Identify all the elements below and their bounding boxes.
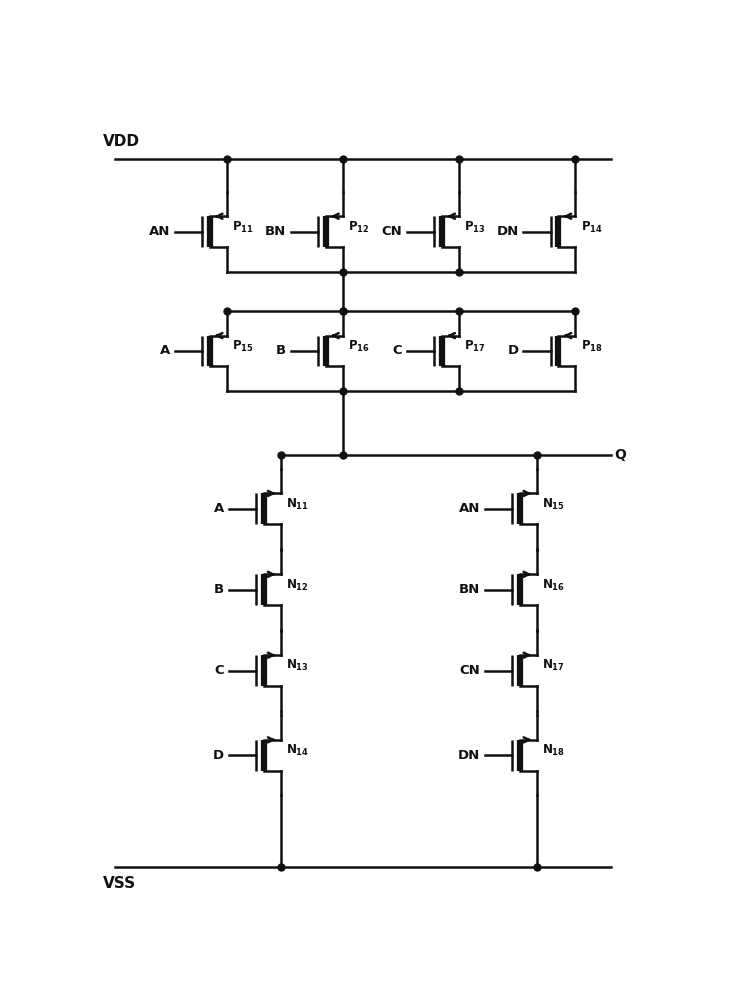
Text: $\mathbf{N_{18}}$: $\mathbf{N_{18}}$ [542,743,565,758]
Text: BN: BN [459,583,480,596]
Text: $\mathbf{P_{17}}$: $\mathbf{P_{17}}$ [465,339,486,354]
Text: $\mathbf{P_{18}}$: $\mathbf{P_{18}}$ [580,339,603,354]
Text: $\mathbf{P_{16}}$: $\mathbf{P_{16}}$ [348,339,370,354]
Text: $\mathbf{P_{11}}$: $\mathbf{P_{11}}$ [232,219,254,235]
Text: A: A [214,502,225,515]
Text: $\mathbf{N_{16}}$: $\mathbf{N_{16}}$ [542,578,565,593]
Text: C: C [215,664,225,677]
Text: $\mathbf{P_{13}}$: $\mathbf{P_{13}}$ [465,219,486,235]
Text: A: A [160,344,170,358]
Text: Q: Q [614,448,626,462]
Text: CN: CN [460,664,480,677]
Text: VSS: VSS [102,876,136,891]
Text: BN: BN [265,225,286,238]
Text: $\mathbf{N_{17}}$: $\mathbf{N_{17}}$ [542,658,565,673]
Text: $\mathbf{N_{14}}$: $\mathbf{N_{14}}$ [286,743,310,758]
Text: CN: CN [382,225,403,238]
Text: D: D [507,344,518,358]
Text: $\mathbf{N_{15}}$: $\mathbf{N_{15}}$ [542,497,565,512]
Text: D: D [213,749,225,762]
Text: AN: AN [459,502,480,515]
Text: B: B [214,583,225,596]
Text: C: C [393,344,403,358]
Text: B: B [276,344,286,358]
Text: $\mathbf{N_{11}}$: $\mathbf{N_{11}}$ [286,497,309,512]
Text: $\mathbf{P_{14}}$: $\mathbf{P_{14}}$ [580,219,603,235]
Text: VDD: VDD [102,134,140,149]
Text: $\mathbf{P_{15}}$: $\mathbf{P_{15}}$ [232,339,254,354]
Text: $\mathbf{N_{13}}$: $\mathbf{N_{13}}$ [286,658,309,673]
Text: $\mathbf{N_{12}}$: $\mathbf{N_{12}}$ [286,578,309,593]
Text: DN: DN [497,225,518,238]
Text: $\mathbf{P_{12}}$: $\mathbf{P_{12}}$ [348,219,370,235]
Text: AN: AN [148,225,170,238]
Text: DN: DN [458,749,480,762]
